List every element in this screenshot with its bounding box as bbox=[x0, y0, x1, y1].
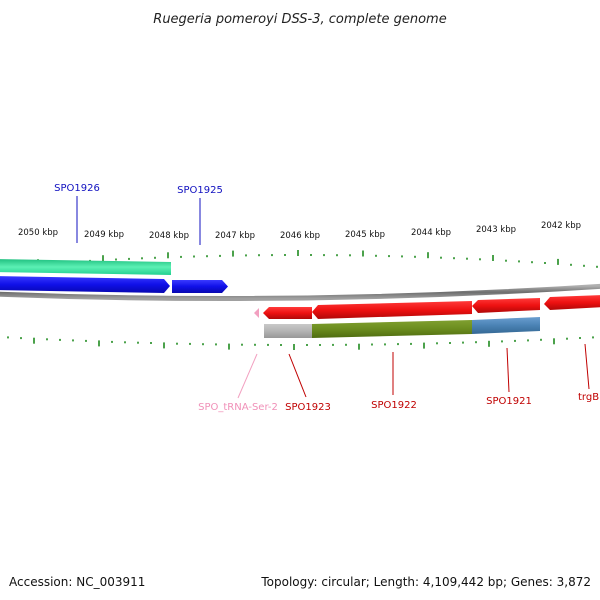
gene-arrow-spo1922[interactable] bbox=[312, 301, 472, 319]
gene-arrow-trgb[interactable] bbox=[544, 295, 600, 310]
gene-label-spo1923[interactable]: SPO1923 bbox=[285, 402, 331, 413]
gene-arrow-spo1925[interactable] bbox=[172, 280, 228, 293]
scale-labels: 2050 kbp 2049 kbp 2048 kbp 2047 kbp 2046… bbox=[18, 221, 581, 241]
gene-label-spo1926[interactable]: SPO1926 bbox=[54, 183, 100, 194]
gene-arrow-spo1921[interactable] bbox=[472, 298, 540, 313]
reverse-gene-track bbox=[254, 295, 600, 319]
cog-block-spo1926[interactable] bbox=[0, 259, 171, 275]
gene-label-spo1922[interactable]: SPO1922 bbox=[371, 400, 417, 411]
cog-block-spo1922[interactable] bbox=[312, 320, 472, 338]
gene-label-trgb[interactable]: trgB bbox=[578, 392, 599, 403]
scale-label-2045kbp: 2045 kbp bbox=[345, 230, 385, 240]
gene-label-spo-trna-ser-2[interactable]: SPO_tRNA-Ser-2 bbox=[198, 402, 278, 413]
cog-track-forward bbox=[0, 259, 171, 275]
lower-tick-ring bbox=[7, 336, 594, 350]
label-leaders bbox=[76, 196, 590, 399]
scale-label-2043kbp: 2043 kbp bbox=[476, 225, 516, 235]
scale-label-2048kbp: 2048 kbp bbox=[149, 231, 189, 241]
cog-track-reverse bbox=[264, 317, 540, 338]
scale-label-2047kbp: 2047 kbp bbox=[215, 231, 255, 241]
topology-summary-text: Topology: circular; Length: 4,109,442 bp… bbox=[260, 575, 591, 589]
genome-backbone bbox=[0, 283, 600, 301]
trna-marker-spo-trna-ser-2[interactable] bbox=[254, 308, 259, 318]
scale-label-2049kbp: 2049 kbp bbox=[84, 230, 124, 240]
accession-text: Accession: NC_003911 bbox=[9, 575, 145, 589]
leader-spo1923 bbox=[288, 353, 307, 398]
forward-gene-track bbox=[0, 276, 228, 293]
scale-label-2046kbp: 2046 kbp bbox=[280, 231, 320, 241]
gene-arrow-spo1926[interactable] bbox=[0, 276, 170, 293]
scale-label-2044kbp: 2044 kbp bbox=[411, 228, 451, 238]
leader-trgb bbox=[584, 343, 590, 390]
scale-label-2050kbp: 2050 kbp bbox=[18, 228, 58, 238]
gene-label-spo1925[interactable]: SPO1925 bbox=[177, 185, 223, 196]
gene-arrow-spo1923[interactable] bbox=[263, 307, 312, 319]
cog-block-spo1923[interactable] bbox=[264, 324, 312, 338]
gene-labels: SPO1926 SPO1925 SPO_tRNA-Ser-2 SPO1923 S… bbox=[54, 183, 599, 413]
leader-spo-trna-ser-2 bbox=[237, 353, 258, 399]
map-title: Ruegeria pomeroyi DSS-3, complete genome bbox=[153, 12, 446, 27]
gene-label-spo1921[interactable]: SPO1921 bbox=[486, 396, 532, 407]
cog-block-spo1921[interactable] bbox=[472, 317, 540, 334]
scale-label-2042kbp: 2042 kbp bbox=[541, 221, 581, 231]
leader-spo1921 bbox=[506, 347, 510, 393]
